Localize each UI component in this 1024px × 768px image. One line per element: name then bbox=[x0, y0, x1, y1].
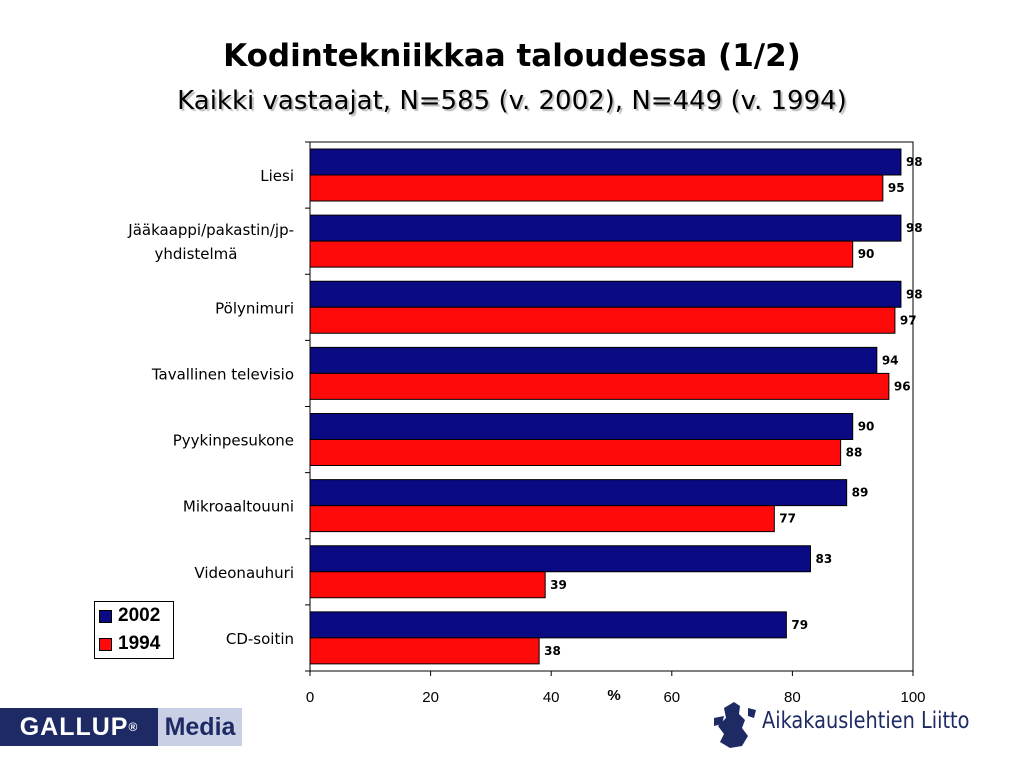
bar-2002 bbox=[309, 214, 902, 242]
gallup-media-logo: GALLUP ® Media bbox=[0, 708, 242, 746]
category-label: yhdistelmä bbox=[155, 245, 238, 263]
data-label-2002: 89 bbox=[852, 486, 869, 500]
bar-1994 bbox=[309, 505, 775, 533]
x-tick-label: 100 bbox=[900, 689, 925, 706]
data-label-2002: 83 bbox=[815, 552, 832, 566]
data-label-1994: 97 bbox=[900, 313, 917, 327]
category-label: Liesi bbox=[260, 167, 294, 185]
data-label-1994: 38 bbox=[544, 644, 561, 658]
bar-2002 bbox=[309, 545, 811, 573]
category-label: Videonauhuri bbox=[194, 564, 294, 582]
bar-1994 bbox=[309, 439, 842, 466]
data-label-1994: 88 bbox=[846, 446, 863, 460]
bar-2002 bbox=[309, 413, 854, 440]
legend-swatch-2002 bbox=[99, 609, 112, 623]
bar-2002 bbox=[309, 479, 848, 507]
x-tick-label: 20 bbox=[422, 689, 439, 706]
data-label-2002: 90 bbox=[858, 420, 875, 434]
category-label: CD-soitin bbox=[226, 630, 294, 648]
data-label-2002: 98 bbox=[906, 287, 923, 301]
bar-1994 bbox=[309, 174, 884, 202]
bar-2002 bbox=[309, 280, 902, 308]
legend-item-1994: 1994 bbox=[99, 632, 160, 656]
finland-map-icon bbox=[714, 702, 756, 748]
x-tick-label: 0 bbox=[306, 689, 314, 706]
data-label-1994: 95 bbox=[888, 181, 905, 195]
data-label-1994: 39 bbox=[550, 578, 567, 592]
aikakauslehtien-liitto-text: Aikakauslehtien Liitto bbox=[762, 708, 970, 734]
chart-subtitle: Kaikki vastaajat, N=585 (v. 2002), N=449… bbox=[177, 86, 847, 116]
gallup-logo-text: GALLUP bbox=[19, 712, 129, 741]
data-label-1994: 90 bbox=[858, 247, 875, 261]
gallup-logo-registered: ® bbox=[128, 720, 139, 734]
legend-label-1994: 1994 bbox=[118, 633, 161, 654]
data-label-2002: 94 bbox=[882, 353, 899, 367]
category-label: Mikroaaltouuni bbox=[183, 498, 294, 516]
legend: 2002 1994 bbox=[94, 601, 174, 659]
x-tick-label: 40 bbox=[543, 689, 560, 706]
x-axis-label: % bbox=[607, 687, 620, 704]
data-label-2002: 79 bbox=[791, 618, 808, 632]
category-label: Jääkaappi/pakastin/jp- bbox=[127, 221, 294, 239]
x-tick-label: 60 bbox=[663, 689, 680, 706]
bar-2002 bbox=[309, 611, 787, 639]
data-label-2002: 98 bbox=[906, 155, 923, 169]
legend-label-2002: 2002 bbox=[118, 605, 161, 626]
gallup-logo-media: Media bbox=[164, 712, 236, 741]
aikakauslehtien-liitto-logo: Aikakauslehtien Liitto bbox=[712, 700, 1002, 750]
category-label: Pyykinpesukone bbox=[173, 432, 294, 450]
legend-swatch-1994 bbox=[99, 637, 112, 651]
bar-2002 bbox=[309, 346, 878, 374]
category-label: Pölynimuri bbox=[215, 299, 294, 317]
bar-1994 bbox=[309, 637, 540, 665]
data-label-1994: 77 bbox=[779, 512, 796, 526]
data-label-2002: 98 bbox=[906, 221, 923, 235]
bar-1994 bbox=[309, 306, 896, 334]
chart-title: Kodintekniikkaa taloudessa (1/2) bbox=[223, 38, 801, 74]
gallup-logo-dark: GALLUP ® bbox=[0, 708, 158, 746]
category-label: Tavallinen televisio bbox=[151, 365, 294, 383]
x-tick-label: 80 bbox=[784, 689, 801, 706]
gallup-logo-light: Media bbox=[158, 708, 242, 746]
data-label-1994: 96 bbox=[894, 379, 911, 393]
bar-1994 bbox=[309, 372, 890, 400]
legend-item-2002: 2002 bbox=[99, 604, 160, 628]
bar-1994 bbox=[309, 240, 854, 268]
bar-2002 bbox=[309, 148, 902, 176]
bar-1994 bbox=[309, 571, 546, 599]
